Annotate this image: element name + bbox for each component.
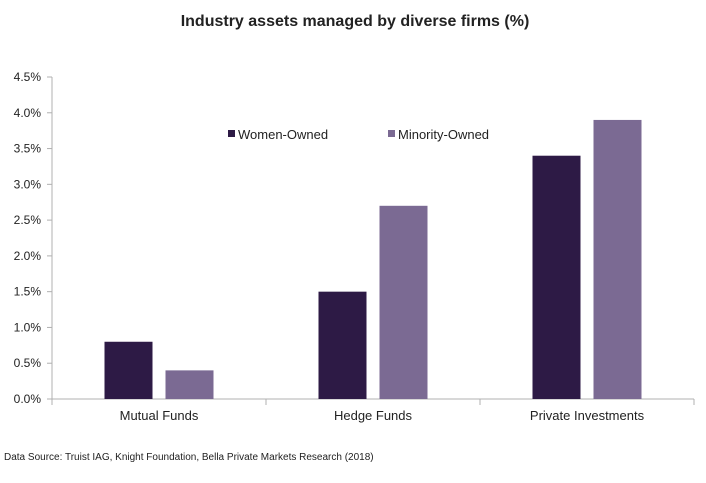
bars [104,119,642,399]
y-tick-label: 4.5% [14,70,42,84]
bar-minority-owned-mutual-funds [165,370,214,399]
x-axis: Mutual Funds Hedge Funds Private Investmen… [51,398,695,423]
y-tick-label: 0.0% [14,392,42,406]
y-tick-label: 0.5% [14,356,42,370]
bar-minority-owned-hedge-funds [379,205,428,399]
y-tick-label: 2.0% [14,249,42,263]
y-tick-label: 1.5% [14,285,42,299]
legend-swatch [388,130,395,137]
data-source-note: Data Source: Truist IAG, Knight Foundati… [4,452,374,463]
y-tick-label: 4.0% [14,106,42,120]
chart-title: Industry assets managed by diverse firms… [181,13,530,30]
y-tick-label: 3.5% [14,142,42,156]
y-tick-label: 3.0% [14,177,42,191]
bar-women-owned-hedge-funds [318,291,367,399]
legend: Women-Owned Minority-Owned [228,127,489,142]
y-tick-label: 1.0% [14,320,42,334]
x-category-label: Mutual Funds [120,408,199,423]
bar-women-owned-private-investments [532,155,581,399]
x-category-label: Hedge Funds [334,408,413,423]
legend-swatch [228,130,235,137]
bar-minority-owned-private-investments [593,119,642,399]
y-tick-label: 2.5% [14,213,42,227]
legend-label: Women-Owned [238,127,328,142]
y-axis: 0.0% 0.5% 1.0% 1.5% 2.0% 2.5% 3.0% 3.5% 4.0% 4.5% [14,70,53,406]
bar-women-owned-mutual-funds [104,341,153,399]
legend-label: Minority-Owned [398,127,489,142]
x-category-label: Private Investments [530,408,645,423]
